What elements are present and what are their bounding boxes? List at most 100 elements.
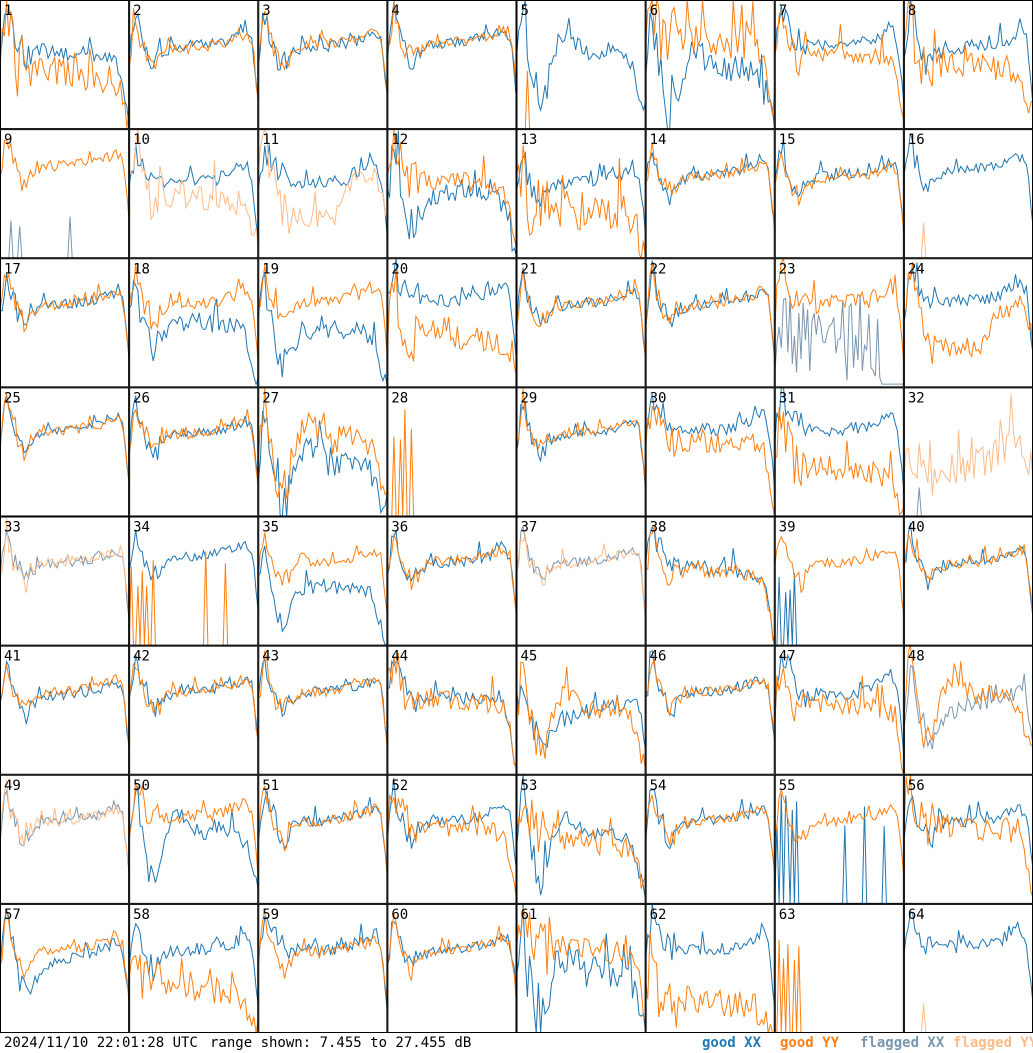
panel-border <box>258 516 388 646</box>
antenna-label: 14 <box>650 132 667 148</box>
series-xx-25 <box>0 395 130 482</box>
panel-border <box>0 129 130 259</box>
antenna-label: 22 <box>650 261 667 277</box>
series-yy-4 <box>387 2 517 96</box>
antenna-label: 29 <box>521 390 538 406</box>
antenna-label: 62 <box>650 907 667 923</box>
panel-border <box>903 387 1033 517</box>
antenna-label: 40 <box>908 520 925 536</box>
series-xx-46 <box>645 649 775 742</box>
antenna-panel-7: 7 <box>774 0 904 130</box>
series-xx-57 <box>0 909 130 996</box>
series-yy-52 <box>387 794 517 900</box>
series-xx-16 <box>903 133 1033 227</box>
antenna-label: 23 <box>779 261 796 277</box>
series-yy-29 <box>516 388 646 486</box>
series-xx-51 <box>258 790 388 878</box>
panel-border <box>903 129 1033 259</box>
antenna-label: 20 <box>391 261 408 277</box>
panel-border <box>129 516 259 646</box>
series-yy-2 <box>129 8 259 102</box>
panel-border <box>516 645 646 775</box>
series-yy-55 <box>774 788 904 878</box>
antenna-panel-21: 21 <box>516 258 646 388</box>
panel-border <box>387 387 517 517</box>
series-yy-45 <box>516 661 646 772</box>
panel-border <box>129 645 259 775</box>
series-xx-7 <box>774 5 904 104</box>
series-xx-64 <box>903 911 1033 1005</box>
panel-border <box>129 129 259 259</box>
series-yy-53 <box>516 799 646 889</box>
antenna-panel-30: 30 <box>645 387 775 517</box>
series-xx-54 <box>645 789 775 873</box>
series-xx-23 <box>774 294 904 385</box>
panel-border <box>387 516 517 646</box>
panel-border <box>258 903 388 1033</box>
antenna-panel-42: 42 <box>129 645 259 775</box>
panel-border <box>0 387 130 517</box>
antenna-label: 10 <box>133 132 150 148</box>
panel-border <box>0 774 130 904</box>
series-yy-26 <box>129 408 259 488</box>
series-yy-44 <box>387 653 517 770</box>
antenna-label: 43 <box>262 649 279 665</box>
panel-border <box>516 903 646 1033</box>
series-xx-50 <box>129 784 259 890</box>
antenna-label: 18 <box>133 261 150 277</box>
series-xx-6 <box>645 12 775 130</box>
panel-border <box>387 0 517 130</box>
antenna-panel-24: 24 <box>903 258 1033 388</box>
panel-border <box>0 903 130 1033</box>
series-yy-37 <box>516 533 646 621</box>
panel-border <box>774 516 904 646</box>
antenna-panel-2: 2 <box>129 0 259 130</box>
antenna-label: 37 <box>521 520 538 536</box>
series-yy-6 <box>645 0 775 116</box>
panel-border <box>645 258 775 388</box>
antenna-panel-56: 56 <box>903 774 1033 904</box>
panel-border <box>516 129 646 259</box>
antenna-label: 34 <box>133 520 150 536</box>
series-yy-13 <box>516 144 646 259</box>
panel-border <box>129 387 259 517</box>
legend-flagged-yy: flagged YY <box>953 1035 1033 1051</box>
antenna-label: 63 <box>779 907 796 923</box>
antenna-label: 30 <box>650 390 667 406</box>
antenna-label: 56 <box>908 778 925 794</box>
series-xx-53 <box>516 774 646 901</box>
panel-border <box>903 516 1033 646</box>
antenna-panel-57: 57 <box>0 903 130 1033</box>
antenna-panel-33: 33 <box>0 516 130 646</box>
series-yy-49 <box>0 779 130 867</box>
series-xx-27 <box>258 410 388 517</box>
antenna-label: 47 <box>779 649 796 665</box>
panel-border <box>645 774 775 904</box>
antenna-panel-53: 53 <box>516 774 646 904</box>
antenna-panel-3: 3 <box>258 0 388 130</box>
panel-border <box>516 387 646 517</box>
footer: 2024/11/10 22:01:28 UTC range shown: 7.4… <box>0 1033 1033 1053</box>
antenna-panel-25: 25 <box>0 387 130 517</box>
antenna-panel-27: 27 <box>258 387 388 517</box>
antenna-label: 1 <box>4 3 12 19</box>
series-xx-39 <box>774 572 904 646</box>
antenna-panel-61: 61 <box>516 903 646 1033</box>
series-yy-43 <box>258 650 388 748</box>
antenna-panel-52: 52 <box>387 774 517 904</box>
series-yy-58 <box>129 954 259 1033</box>
antenna-label: 2 <box>133 3 141 19</box>
series-yy-33 <box>0 518 130 612</box>
panel-border <box>903 0 1033 130</box>
series-xx-15 <box>774 139 904 234</box>
panel-border <box>129 258 259 388</box>
antenna-panel-19: 19 <box>258 258 388 388</box>
series-xx-49 <box>0 789 130 874</box>
panel-border <box>774 258 904 388</box>
series-xx-21 <box>516 267 646 358</box>
series-yy-10 <box>129 129 259 251</box>
panel-border <box>903 774 1033 904</box>
series-xx-12 <box>387 130 517 257</box>
series-yy-48 <box>903 645 1033 749</box>
series-xx-42 <box>129 654 259 742</box>
